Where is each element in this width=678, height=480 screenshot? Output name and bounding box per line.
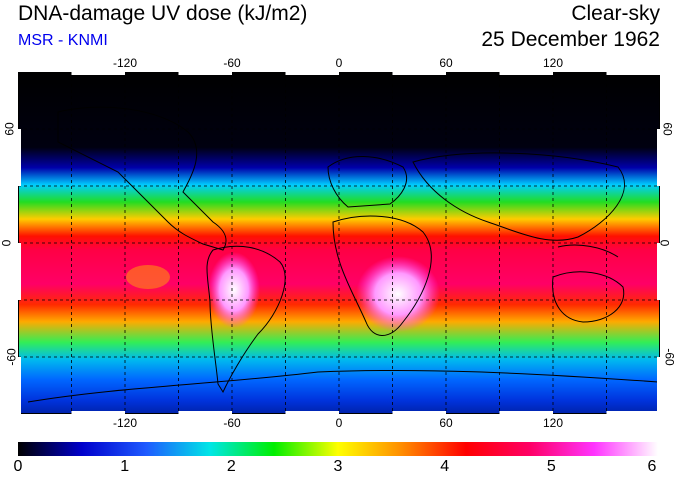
scale-tick-6: 6 bbox=[647, 458, 657, 475]
scale-tick-5: 5 bbox=[546, 458, 556, 475]
scale-tick-2: 2 bbox=[226, 458, 236, 475]
lon-label-bottom-5: 120 bbox=[542, 416, 564, 430]
lat-label-right-2: 0 bbox=[657, 239, 672, 247]
map-subtitle: MSR - KNMI bbox=[18, 32, 108, 49]
scale-tick-0: 0 bbox=[13, 458, 23, 475]
lat-label-right-3: -60 bbox=[662, 348, 677, 366]
uv-dose-map bbox=[18, 72, 660, 414]
scale-tick-1: 1 bbox=[120, 458, 130, 475]
pacific-band bbox=[126, 265, 170, 289]
lat-label-right-1: 60 bbox=[660, 122, 675, 136]
lon-label-bottom-1: -120 bbox=[112, 416, 138, 430]
map-title: DNA-damage UV dose (kJ/m2) bbox=[18, 2, 308, 25]
lat-label-left-1: 60 bbox=[2, 122, 17, 136]
scale-tick-3: 3 bbox=[333, 458, 343, 475]
scale-tick-4: 4 bbox=[440, 458, 450, 475]
lon-label-top-5: 120 bbox=[542, 56, 564, 70]
lon-label-bottom-3: 0 bbox=[335, 416, 343, 430]
lon-label-top-2: -60 bbox=[223, 56, 241, 70]
map-date: 25 December 1962 bbox=[481, 28, 660, 51]
lon-label-top-3: 0 bbox=[335, 56, 343, 70]
color-scale-bar bbox=[18, 442, 658, 456]
lon-label-top-1: -120 bbox=[112, 56, 138, 70]
lon-label-bottom-4: 60 bbox=[439, 416, 453, 430]
uv-map-svg bbox=[18, 72, 660, 414]
lon-label-top-4: 60 bbox=[439, 56, 453, 70]
lat-label-left-3: -60 bbox=[4, 348, 19, 366]
frame-ticks bbox=[18, 72, 660, 414]
lat-label-left-2: 0 bbox=[0, 239, 14, 247]
lon-label-bottom-2: -60 bbox=[223, 416, 241, 430]
sky-condition: Clear-sky bbox=[571, 2, 660, 25]
south-america-hotspot bbox=[208, 252, 260, 328]
graticule bbox=[18, 72, 660, 414]
africa-hotspot bbox=[356, 256, 440, 332]
